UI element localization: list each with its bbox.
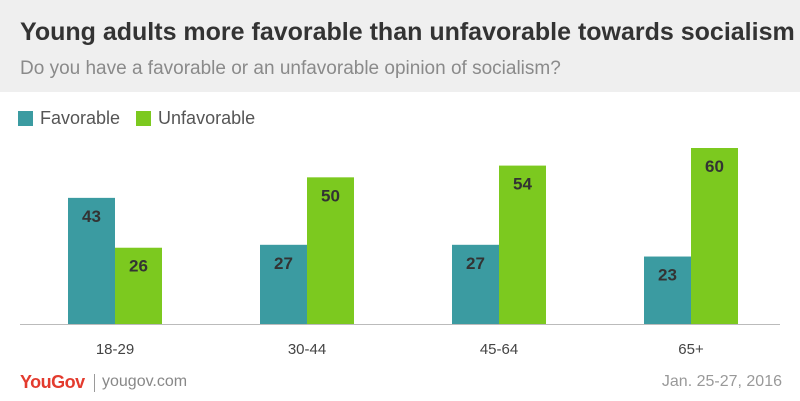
bar-unfavorable-18-29 xyxy=(115,247,162,324)
footer-website: yougov.com xyxy=(102,373,188,390)
chart-title: Young adults more favorable than unfavor… xyxy=(20,18,795,46)
category-label-18-29: 18-29 xyxy=(96,341,134,358)
bar-label-unfavorable-45-64: 54 xyxy=(513,175,532,194)
legend-item-favorable: Favorable xyxy=(18,108,120,129)
bar-favorable-65+ xyxy=(644,256,691,324)
bar-label-favorable-18-29: 43 xyxy=(82,207,101,226)
bar-label-unfavorable-30-44: 50 xyxy=(321,186,340,205)
bar-label-favorable-30-44: 27 xyxy=(274,254,293,273)
legend-label-favorable: Favorable xyxy=(40,107,121,128)
survey-date: Jan. 25-27, 2016 xyxy=(661,373,782,390)
legend-swatch-favorable xyxy=(18,110,33,126)
bar-favorable-30-44 xyxy=(260,244,307,324)
legend: Favorable Unfavorable xyxy=(18,106,271,130)
bar-unfavorable-65+ xyxy=(691,148,738,324)
bar-favorable-18-29 xyxy=(68,197,115,324)
legend-item-unfavorable: Unfavorable xyxy=(136,108,255,129)
category-label-30-44: 30-44 xyxy=(288,341,326,358)
bar-unfavorable-45-64 xyxy=(499,165,546,324)
bar-label-unfavorable-18-29: 26 xyxy=(129,257,148,276)
footer: YouGov yougov.com Jan. 25-27, 2016 xyxy=(20,372,782,394)
bar-unfavorable-30-44 xyxy=(307,177,354,324)
footer-divider xyxy=(94,374,95,392)
category-label-65+: 65+ xyxy=(678,341,704,358)
bar-chart: 43 26 18-29 27 50 30-44 27 54 45-64 23 60 65+ xyxy=(20,148,780,358)
category-label-45-64: 45-64 xyxy=(480,341,518,358)
bar-favorable-45-64 xyxy=(452,244,499,324)
chart-subtitle: Do you have a favorable or an unfavorabl… xyxy=(20,58,561,79)
bar-label-unfavorable-65+: 60 xyxy=(705,157,724,176)
header-band: Young adults more favorable than unfavor… xyxy=(0,0,800,92)
yougov-logo: YouGov xyxy=(20,372,85,392)
bar-label-favorable-45-64: 27 xyxy=(466,254,485,273)
legend-swatch-unfavorable xyxy=(136,110,152,126)
bar-label-favorable-65+: 23 xyxy=(658,266,677,285)
legend-label-unfavorable: Unfavorable xyxy=(158,107,256,128)
